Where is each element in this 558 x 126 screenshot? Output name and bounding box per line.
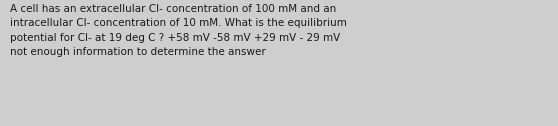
Text: A cell has an extracellular Cl- concentration of 100 mM and an
intracellular Cl-: A cell has an extracellular Cl- concentr… xyxy=(10,4,347,57)
